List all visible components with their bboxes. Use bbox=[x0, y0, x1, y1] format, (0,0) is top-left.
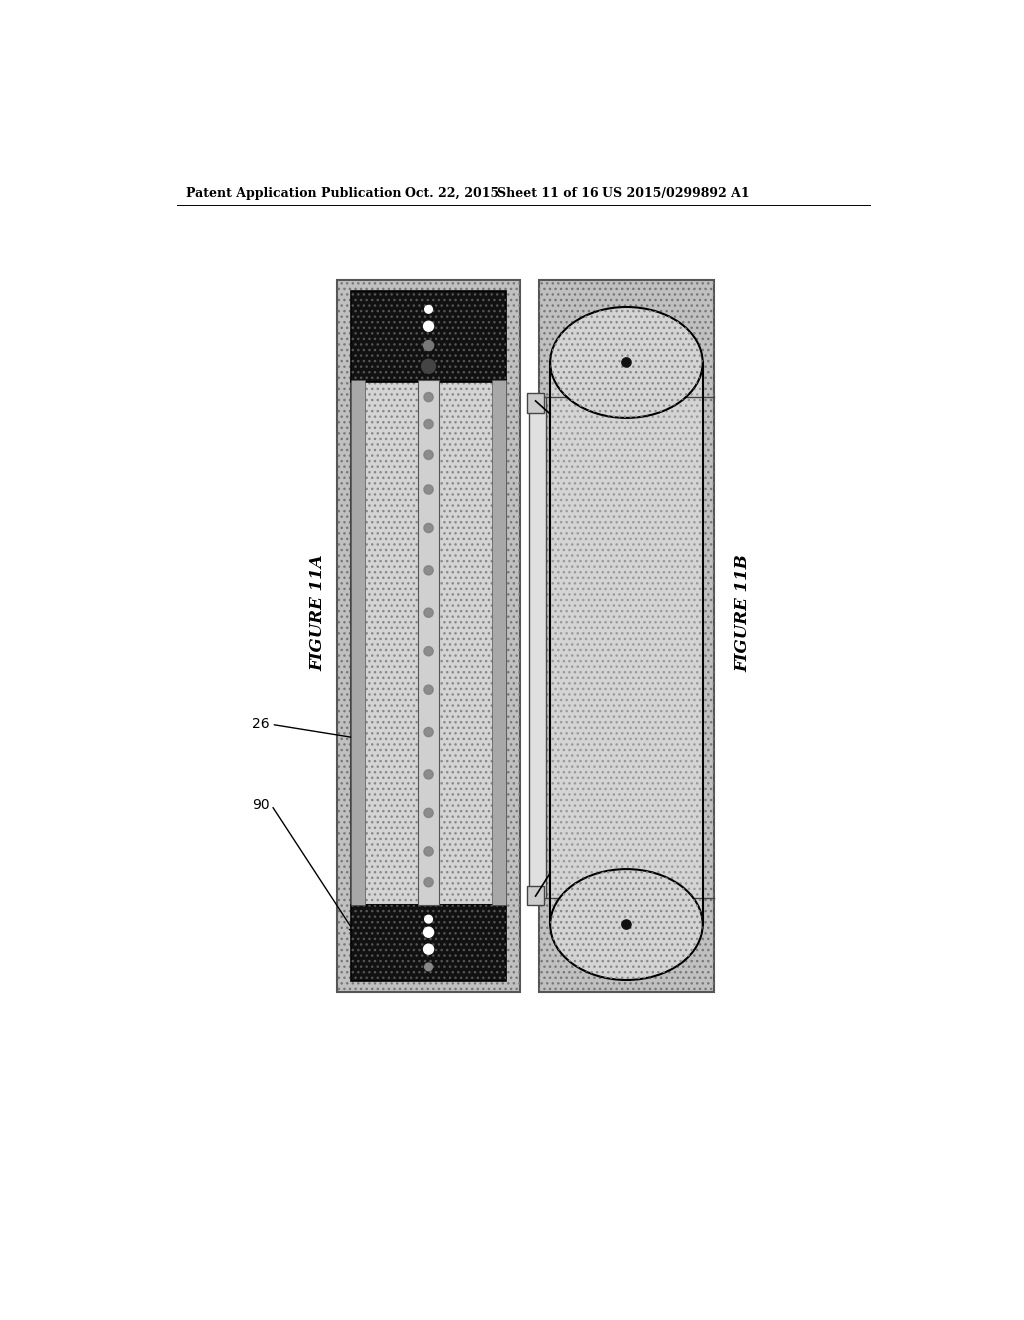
Circle shape bbox=[424, 944, 433, 954]
Text: FIGURE 11B: FIGURE 11B bbox=[734, 554, 752, 672]
Text: 90: 90 bbox=[252, 799, 270, 812]
Circle shape bbox=[424, 523, 433, 532]
Circle shape bbox=[424, 808, 433, 817]
Circle shape bbox=[424, 484, 433, 494]
Circle shape bbox=[425, 915, 432, 923]
Ellipse shape bbox=[550, 869, 702, 979]
Circle shape bbox=[425, 964, 432, 970]
Bar bbox=[539, 280, 714, 991]
Circle shape bbox=[424, 847, 433, 857]
Bar bbox=[539, 280, 714, 991]
Circle shape bbox=[422, 359, 435, 374]
Bar bbox=[550, 363, 702, 924]
Text: Sheet 11 of 16: Sheet 11 of 16 bbox=[497, 186, 599, 199]
Bar bbox=[337, 280, 520, 991]
Circle shape bbox=[424, 341, 433, 351]
Circle shape bbox=[424, 685, 433, 694]
Circle shape bbox=[424, 770, 433, 779]
Circle shape bbox=[424, 392, 433, 401]
Bar bbox=[351, 906, 506, 981]
Circle shape bbox=[424, 609, 433, 618]
Circle shape bbox=[424, 566, 433, 576]
Bar bbox=[351, 906, 506, 981]
Bar bbox=[418, 380, 439, 906]
Circle shape bbox=[424, 727, 433, 737]
Text: 26: 26 bbox=[252, 717, 270, 731]
Bar bbox=[351, 380, 365, 906]
Bar bbox=[351, 380, 506, 906]
Bar bbox=[527, 886, 544, 906]
Bar bbox=[527, 393, 544, 412]
Circle shape bbox=[424, 321, 433, 331]
Bar bbox=[550, 363, 702, 924]
Circle shape bbox=[622, 920, 631, 929]
Circle shape bbox=[424, 647, 433, 656]
Bar bbox=[351, 290, 506, 381]
Circle shape bbox=[622, 358, 631, 367]
Circle shape bbox=[424, 878, 433, 887]
Ellipse shape bbox=[550, 308, 702, 418]
Circle shape bbox=[425, 305, 432, 313]
Circle shape bbox=[424, 927, 433, 937]
Text: Oct. 22, 2015: Oct. 22, 2015 bbox=[404, 186, 499, 199]
Circle shape bbox=[424, 450, 433, 459]
Text: FIGURE 11A: FIGURE 11A bbox=[309, 554, 327, 671]
Text: Patent Application Publication: Patent Application Publication bbox=[186, 186, 401, 199]
Text: US 2015/0299892 A1: US 2015/0299892 A1 bbox=[602, 186, 750, 199]
Bar bbox=[351, 380, 506, 906]
Bar bbox=[351, 290, 506, 381]
Bar bbox=[529, 397, 547, 898]
Bar bbox=[493, 380, 506, 906]
Circle shape bbox=[424, 420, 433, 429]
Bar bbox=[337, 280, 520, 991]
